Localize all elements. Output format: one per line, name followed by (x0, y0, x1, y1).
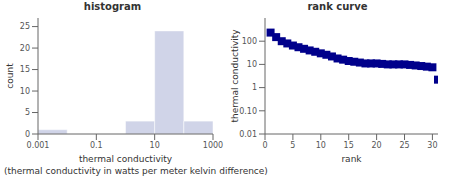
svg-text:25: 25 (399, 141, 409, 150)
svg-text:thermal conductivity: thermal conductivity (79, 154, 173, 164)
svg-text:1: 1 (252, 83, 257, 92)
svg-text:thermal conductivity: thermal conductivity (230, 29, 240, 123)
svg-text:10: 10 (247, 60, 257, 69)
svg-text:10: 10 (20, 87, 30, 96)
svg-text:0: 0 (25, 130, 30, 139)
svg-text:20: 20 (20, 44, 30, 53)
svg-text:10: 10 (150, 141, 160, 150)
svg-text:20: 20 (372, 141, 382, 150)
svg-text:count: count (8, 63, 15, 89)
svg-text:0: 0 (262, 141, 267, 150)
svg-text:5: 5 (25, 108, 30, 117)
html-text:histogram: histogram (83, 1, 142, 12)
svg-text:0.1: 0.1 (90, 141, 103, 150)
svg-text:5: 5 (290, 141, 295, 150)
svg-text:15: 15 (344, 141, 354, 150)
svg-text:100: 100 (242, 37, 257, 46)
svg-text:30: 30 (427, 141, 437, 150)
svg-text:rank: rank (341, 154, 362, 164)
svg-text:0.01: 0.01 (239, 130, 257, 139)
svg-text:10: 10 (316, 141, 326, 150)
svg-text:0.10: 0.10 (239, 107, 257, 116)
html-text:rank curve: rank curve (307, 1, 368, 12)
svg-text:15: 15 (20, 65, 30, 74)
html-text:(thermal conductivity in watts: (thermal conductivity in watts per meter… (4, 166, 268, 176)
svg-text:25: 25 (20, 22, 30, 31)
svg-text:0.001: 0.001 (27, 141, 50, 150)
svg-text:1000: 1000 (203, 141, 223, 150)
